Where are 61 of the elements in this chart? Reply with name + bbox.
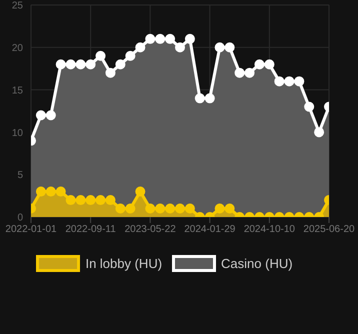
x-tick-label: 2022-01-01 [5, 224, 58, 236]
point [145, 34, 156, 44]
y-tick-label: 15 [12, 85, 24, 96]
point [155, 34, 166, 44]
y-tick-label: 20 [12, 42, 24, 54]
point [264, 59, 274, 70]
y-tick-label: 0 [17, 212, 24, 224]
point [125, 204, 136, 214]
point [125, 50, 136, 61]
point [214, 42, 225, 52]
point [105, 195, 116, 206]
point [224, 42, 235, 52]
point [66, 59, 76, 70]
point [194, 93, 205, 104]
legend-label: Casino (HU) [221, 256, 293, 271]
point [105, 68, 116, 78]
point [314, 127, 324, 138]
x-tick-label: 2023-05-22 [124, 224, 176, 236]
y-tick-label: 5 [17, 170, 24, 182]
point [145, 204, 156, 214]
point [96, 195, 106, 206]
point [96, 50, 106, 61]
point [165, 204, 176, 214]
point [46, 186, 56, 197]
point [165, 34, 176, 44]
point [214, 204, 225, 214]
point [274, 76, 284, 86]
point [304, 102, 314, 112]
point [244, 68, 255, 78]
point [135, 186, 146, 197]
y-tick-label: 25 [12, 0, 24, 12]
point [204, 93, 215, 104]
point [76, 195, 86, 206]
point [184, 204, 195, 214]
point [234, 68, 245, 78]
x-tick-label: 2024-01-29 [184, 224, 236, 236]
point [115, 59, 126, 70]
point [184, 34, 195, 44]
y-tick-label: 10 [12, 128, 24, 139]
point [46, 110, 56, 120]
point [294, 76, 304, 86]
point [66, 195, 76, 206]
point [36, 110, 46, 120]
point [254, 59, 264, 70]
point [284, 76, 294, 86]
point [175, 42, 185, 52]
legend-label: In lobby (HU) [85, 256, 162, 271]
point [224, 204, 235, 214]
point [86, 195, 96, 206]
point [76, 59, 86, 70]
point [56, 59, 66, 70]
point [155, 204, 166, 214]
x-tick-label: 2025-06-20 [303, 224, 356, 236]
point [56, 186, 66, 197]
x-tick-label: 2024-10-10 [244, 224, 296, 236]
point [135, 42, 146, 52]
point [175, 204, 185, 214]
point [36, 186, 46, 197]
point [86, 59, 96, 70]
point [115, 204, 126, 214]
x-tick-label: 2022-09-11 [65, 224, 116, 236]
